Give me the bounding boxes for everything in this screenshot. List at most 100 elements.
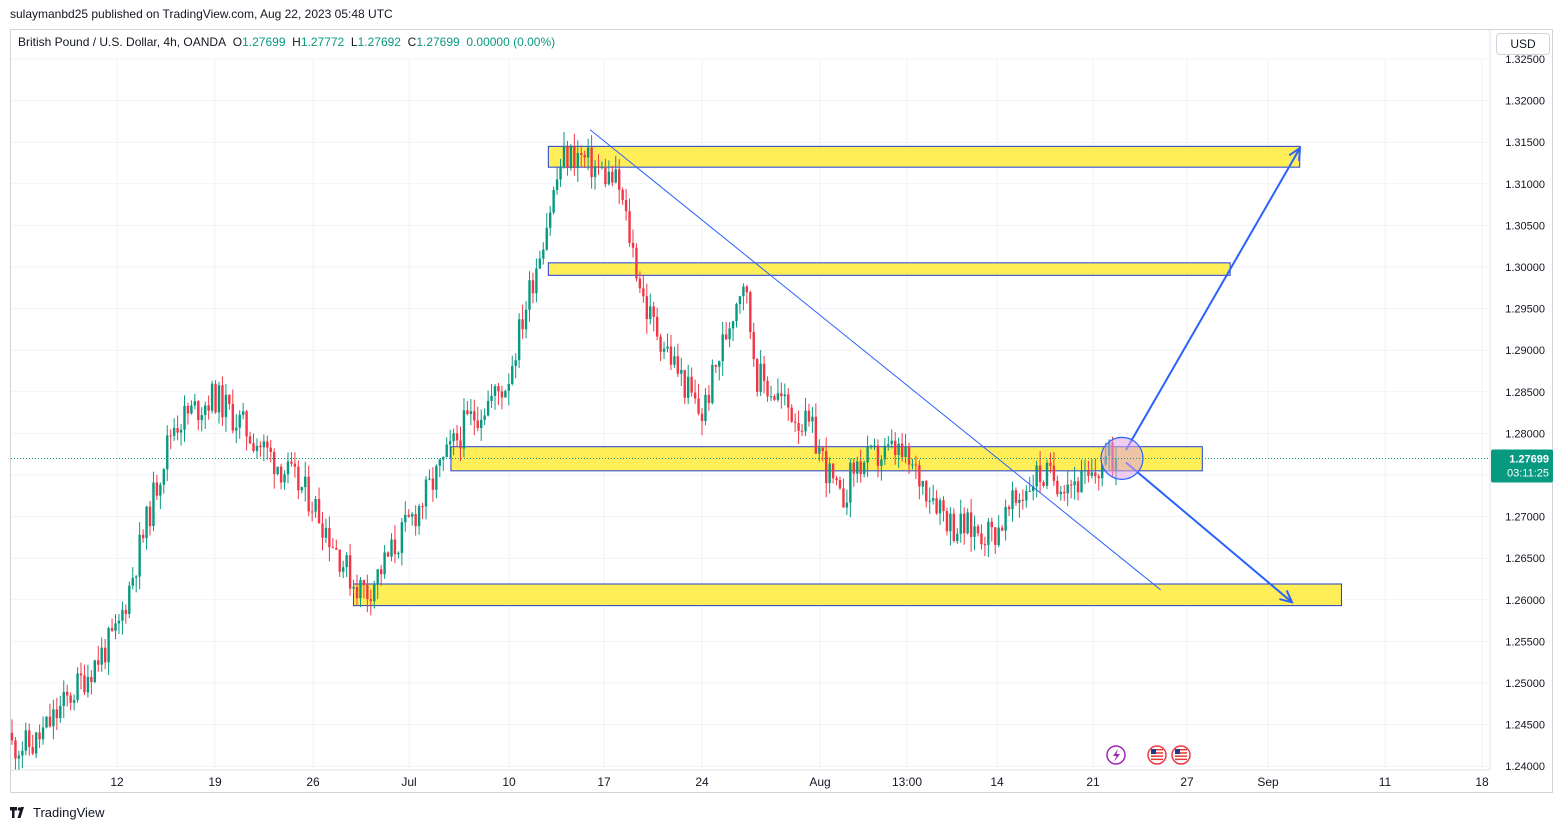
candle-body [624, 200, 628, 212]
currency-button[interactable]: USD [1496, 33, 1550, 55]
arrow-head [1288, 146, 1302, 162]
candle-body [252, 443, 255, 451]
price-tick: 1.32000 [1505, 96, 1545, 108]
price-tick: 1.26500 [1505, 553, 1545, 565]
candle-body [804, 410, 807, 432]
candle-body [97, 660, 100, 665]
candle-body [59, 705, 62, 719]
us-flag-event-icon[interactable] [1147, 745, 1167, 765]
candle-body [290, 461, 293, 464]
candle-body [214, 383, 217, 413]
candle-body [10, 732, 14, 741]
price-zone[interactable] [353, 583, 1342, 607]
candle-body [407, 514, 410, 517]
candle-body [21, 750, 24, 756]
projection-arrow-down[interactable] [1125, 461, 1293, 604]
candle-body [321, 523, 324, 538]
candle-body [259, 445, 262, 448]
candle-body [628, 211, 631, 243]
candle-body [331, 547, 335, 549]
candle-body [135, 576, 138, 578]
price-zone[interactable] [547, 145, 1301, 168]
candle-body [1038, 465, 1042, 483]
candle-body [604, 167, 607, 185]
candle-body [711, 364, 714, 403]
projection-arrow-up[interactable] [1125, 147, 1301, 451]
descending-trendline[interactable] [589, 129, 1161, 591]
candle-body [935, 498, 938, 514]
price-tick: 1.24000 [1505, 761, 1545, 773]
candle-body [773, 396, 776, 400]
candle-body [307, 476, 310, 512]
candle-body [897, 443, 900, 455]
candle-body [849, 462, 852, 503]
candle-body [1028, 491, 1031, 493]
candle-body [362, 579, 366, 585]
candle-body [745, 286, 749, 293]
last-price-badge [1491, 449, 1553, 483]
candle-body [1042, 482, 1045, 486]
candle-body [531, 280, 535, 294]
candle-body [297, 466, 300, 491]
candle-body [455, 433, 459, 441]
candle-body [383, 552, 386, 575]
price-zone[interactable] [547, 262, 1231, 276]
candle-body [79, 673, 83, 676]
candle-body [76, 673, 79, 701]
candle-body [811, 416, 814, 422]
candle-body [262, 441, 266, 448]
open-label: O [232, 35, 243, 49]
candle-body [825, 451, 828, 484]
us-flag-event-icon[interactable] [1171, 745, 1191, 765]
support-resistance-zones [353, 145, 1342, 607]
candle-body [238, 414, 241, 428]
candle-body [973, 526, 976, 537]
candle-body [680, 370, 683, 374]
candle-body [918, 465, 921, 487]
candle-body [69, 695, 72, 703]
candle-body [145, 506, 148, 539]
candle-body [300, 487, 303, 491]
symbol-legend[interactable]: British Pound / U.S. Dollar, 4h, OANDA O… [18, 35, 555, 49]
candle-body [1052, 465, 1056, 481]
candle-body [310, 511, 314, 513]
candle-body [107, 628, 110, 663]
price-tick: 1.32500 [1505, 54, 1545, 66]
candle-body [493, 386, 497, 396]
candle-body [514, 360, 517, 367]
candle-body [828, 463, 831, 484]
candle-body [1059, 491, 1062, 495]
candle-body [759, 363, 762, 392]
candle-body [907, 446, 911, 465]
candle-body [583, 154, 586, 158]
bar-countdown: 03:11:25 [1507, 467, 1549, 479]
candle-body [66, 691, 69, 696]
candle-body [580, 153, 583, 155]
candle-body [155, 482, 159, 496]
candle-body [1007, 506, 1011, 510]
candle-body [428, 478, 431, 480]
candle-body [638, 278, 642, 289]
candle-body [721, 334, 724, 362]
candle-body [490, 395, 493, 401]
close-label: C [407, 35, 417, 49]
candle-body [93, 660, 96, 683]
candle-body [749, 292, 752, 333]
time-tick: 24 [695, 775, 709, 789]
candle-body [780, 393, 783, 397]
tradingview-brand[interactable]: TradingView [10, 805, 105, 820]
candle-body [1083, 470, 1087, 472]
candle-body [417, 506, 421, 527]
lightning-event-icon[interactable] [1106, 745, 1126, 765]
candle-body [994, 527, 997, 546]
candle-body [431, 478, 435, 490]
candle-body [190, 405, 193, 414]
candle-body [894, 440, 897, 455]
price-tick: 1.29500 [1505, 304, 1545, 316]
time-tick: 12 [110, 775, 124, 789]
candle-body [1032, 486, 1035, 492]
candle-body [466, 410, 469, 415]
candle-body [593, 166, 597, 178]
candle-body [866, 446, 869, 463]
